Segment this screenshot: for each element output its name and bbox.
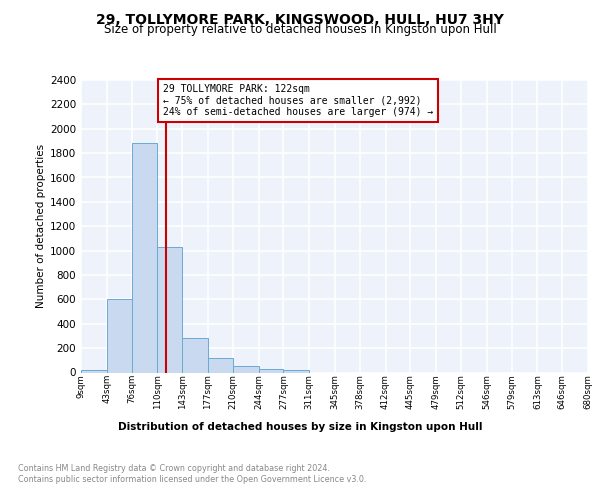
Text: Contains public sector information licensed under the Open Government Licence v3: Contains public sector information licen… bbox=[18, 475, 367, 484]
Bar bbox=[107, 300, 131, 372]
Bar bbox=[131, 144, 157, 372]
Bar bbox=[81, 370, 107, 372]
Bar bbox=[259, 370, 283, 372]
Bar bbox=[283, 370, 309, 372]
Text: Contains HM Land Registry data © Crown copyright and database right 2024.: Contains HM Land Registry data © Crown c… bbox=[18, 464, 330, 473]
Text: Size of property relative to detached houses in Kingston upon Hull: Size of property relative to detached ho… bbox=[104, 24, 496, 36]
Text: 29 TOLLYMORE PARK: 122sqm
← 75% of detached houses are smaller (2,992)
24% of se: 29 TOLLYMORE PARK: 122sqm ← 75% of detac… bbox=[163, 84, 434, 117]
Y-axis label: Number of detached properties: Number of detached properties bbox=[36, 144, 46, 308]
Text: 29, TOLLYMORE PARK, KINGSWOOD, HULL, HU7 3HY: 29, TOLLYMORE PARK, KINGSWOOD, HULL, HU7… bbox=[96, 12, 504, 26]
Text: Distribution of detached houses by size in Kingston upon Hull: Distribution of detached houses by size … bbox=[118, 422, 482, 432]
Bar bbox=[233, 366, 259, 372]
Bar bbox=[157, 247, 182, 372]
Bar bbox=[208, 358, 233, 372]
Bar bbox=[182, 338, 208, 372]
